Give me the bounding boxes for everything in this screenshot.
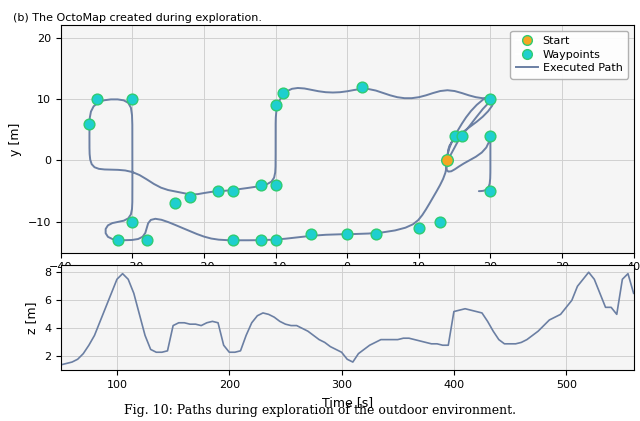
Point: [449, 133, 460, 139]
Point: [127, 96, 138, 102]
Point: [92, 96, 102, 102]
Text: (b) The OctoMap created during exploration.: (b) The OctoMap created during explorati…: [13, 13, 262, 23]
Point: [457, 133, 467, 139]
Point: [170, 200, 180, 207]
X-axis label: Time [s]: Time [s]: [322, 396, 372, 409]
Point: [113, 237, 124, 244]
Y-axis label: z [m]: z [m]: [26, 301, 38, 334]
Point: [228, 188, 238, 195]
Point: [485, 188, 495, 195]
Point: [442, 157, 452, 164]
Point: [271, 237, 281, 244]
Point: [228, 237, 238, 244]
Point: [271, 102, 281, 109]
Point: [127, 218, 138, 225]
Y-axis label: y [m]: y [m]: [9, 122, 22, 156]
X-axis label: x [m]: x [m]: [330, 278, 364, 291]
Point: [278, 90, 288, 96]
Point: [141, 237, 152, 244]
Point: [485, 133, 495, 139]
Point: [256, 237, 266, 244]
Point: [271, 181, 281, 188]
Point: [485, 96, 495, 102]
Point: [435, 218, 445, 225]
Point: [342, 231, 353, 237]
Point: [307, 231, 317, 237]
Point: [413, 225, 424, 232]
Legend: Start, Waypoints, Executed Path: Start, Waypoints, Executed Path: [510, 31, 628, 79]
Point: [84, 120, 95, 127]
Point: [213, 188, 223, 195]
Text: Fig. 10: Paths during exploration of the outdoor environment.: Fig. 10: Paths during exploration of the…: [124, 404, 516, 417]
Point: [256, 181, 266, 188]
Point: [356, 83, 367, 90]
Point: [184, 194, 195, 201]
Point: [371, 231, 381, 237]
